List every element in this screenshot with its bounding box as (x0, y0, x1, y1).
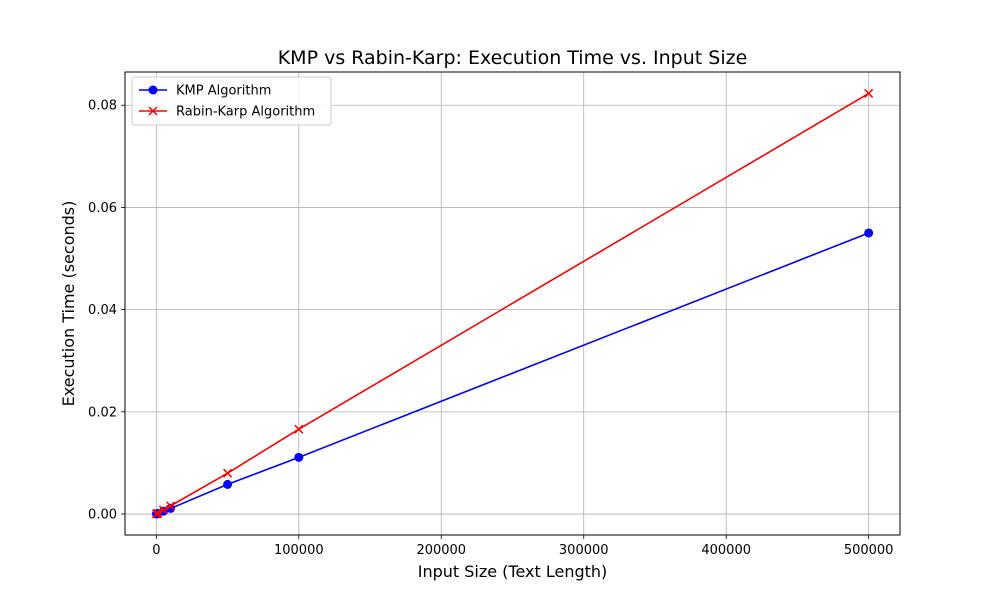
y-tick-label: 0.08 (88, 99, 117, 114)
data-point (223, 468, 233, 478)
legend-label: Rabin-Karp Algorithm (176, 105, 315, 120)
data-point (166, 503, 176, 513)
data-point (158, 505, 168, 515)
data-point (294, 424, 304, 434)
grid (125, 72, 900, 535)
data-point (153, 508, 163, 518)
legend-box (131, 76, 332, 126)
data-point (864, 228, 874, 238)
plot-area-frame (124, 71, 901, 536)
x-axis-title: Input Size (Text Length) (418, 562, 608, 581)
legend-item: Rabin-Karp Algorithm (139, 105, 315, 120)
data-point (294, 452, 304, 462)
y-tick-label: 0.04 (88, 303, 117, 318)
x-tick-label: 400000 (701, 543, 751, 558)
data-point (166, 501, 176, 511)
data-point (223, 479, 233, 489)
x-tick-label: 200000 (416, 543, 466, 558)
x-tick-label: 0 (152, 543, 160, 558)
y-axis-title: Execution Time (seconds) (59, 201, 78, 407)
x-tick-label: 100000 (274, 543, 324, 558)
series-layer (151, 88, 874, 519)
x-tick-label: 500000 (844, 543, 894, 558)
y-tick-label: 0.00 (88, 508, 117, 523)
axis-ticks: 0 100000 200000 300000 400000 500000 0.00 0.02 0… (88, 99, 893, 558)
data-point (864, 88, 874, 98)
legend: KMP Algorithm Rabin-Karp Algorithm (131, 76, 332, 126)
legend-marker (148, 106, 158, 116)
legend-label: KMP Algorithm (176, 84, 271, 99)
series-rabin-karp (151, 88, 874, 519)
legend-marker (148, 85, 158, 95)
chart-title: KMP vs Rabin-Karp: Execution Time vs. In… (278, 47, 748, 69)
legend-item: KMP Algorithm (139, 84, 271, 99)
y-tick-label: 0.02 (88, 405, 117, 420)
x-tick-label: 300000 (559, 543, 609, 558)
y-tick-label: 0.06 (88, 201, 117, 216)
